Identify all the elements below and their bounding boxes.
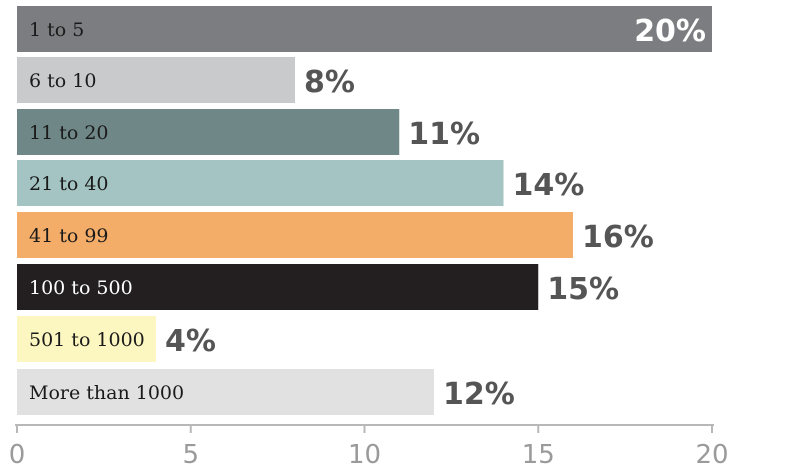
- bar-category-label: 41 to 99: [29, 225, 109, 247]
- bar-group-7: More than 1000 12%: [17, 369, 515, 415]
- x-tick-label: 20: [695, 440, 728, 470]
- bar-value-label: 8%: [304, 65, 355, 100]
- x-tick-label: 5: [182, 440, 199, 470]
- bar-group-6: 501 to 1000 4%: [17, 316, 216, 362]
- bar-value-label: 11%: [408, 117, 480, 152]
- bar-category-label: 100 to 500: [29, 277, 133, 299]
- bars-layer: 1 to 5 20% 6 to 10 8% 11 to 20 11% 21 to 40 14%…: [17, 6, 712, 415]
- bar-0: [17, 6, 712, 52]
- bar-category-label: 1 to 5: [29, 19, 84, 41]
- bar-value-label: 16%: [582, 220, 654, 255]
- x-tick-label: 10: [348, 440, 381, 470]
- x-tick-label: 0: [9, 440, 26, 470]
- bar-2: [17, 109, 400, 155]
- bar-value-label: 14%: [513, 168, 585, 203]
- bar-value-label: 12%: [443, 377, 515, 412]
- bar-7: [17, 369, 434, 415]
- bar-group-4: 41 to 99 16%: [17, 212, 654, 258]
- bar-3: [17, 160, 504, 206]
- bar-5: [17, 264, 539, 310]
- bar-group-0: 1 to 5 20%: [17, 6, 712, 52]
- bar-category-label: 6 to 10: [29, 70, 96, 92]
- bar-value-label: 4%: [165, 324, 216, 359]
- bar-group-1: 6 to 10 8%: [17, 57, 355, 103]
- bar-4: [17, 212, 573, 258]
- x-axis: 0 5 10 15 20: [9, 424, 729, 470]
- bar-category-label: 11 to 20: [29, 122, 109, 144]
- bar-1: [17, 57, 295, 103]
- bar-6: [17, 316, 156, 362]
- bar-category-label: 21 to 40: [29, 173, 109, 195]
- bar-value-label: 15%: [547, 272, 619, 307]
- bar-category-label: 501 to 1000: [29, 329, 145, 351]
- bar-category-label: More than 1000: [29, 382, 184, 404]
- bar-value-label: 20%: [634, 14, 706, 49]
- bar-group-2: 11 to 20 11%: [17, 109, 480, 155]
- bar-group-5: 100 to 500 15%: [17, 264, 619, 310]
- x-tick-label: 15: [522, 440, 555, 470]
- bar-group-3: 21 to 40 14%: [17, 160, 584, 206]
